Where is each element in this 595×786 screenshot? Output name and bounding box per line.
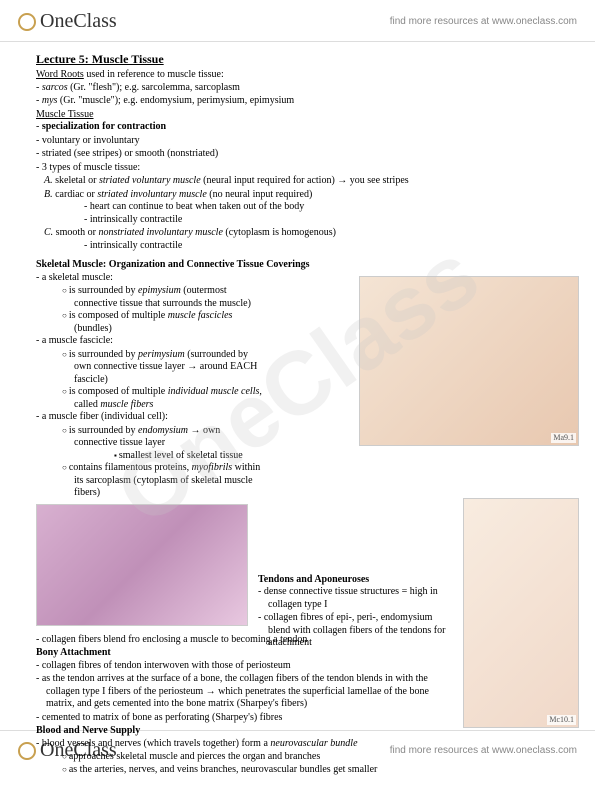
sub-list: intrinsically contractile xyxy=(58,240,567,253)
list-item: intrinsically contractile xyxy=(84,240,567,253)
root-term: sarcos xyxy=(42,82,68,93)
word-roots-block: Word Roots used in reference to muscle t… xyxy=(36,69,567,108)
list-item: 3 types of muscle tissue: xyxy=(36,162,567,175)
circ-list: is surrounded by perimysium (surrounded … xyxy=(36,349,266,412)
figure-label: Ma9.1 xyxy=(551,433,576,443)
list-item: is composed of multiple muscle fascicles… xyxy=(62,310,266,335)
bony-list: collagen fibres of tendon interwoven wit… xyxy=(36,660,456,725)
tendons-heading: Tendons and Aponeuroses xyxy=(258,574,448,587)
list-item: collagen fibres of epi-, peri-, endomysi… xyxy=(258,612,448,650)
list-item: C. smooth or nonstriated involuntary mus… xyxy=(36,227,567,252)
sub-list: heart can continue to beat when taken ou… xyxy=(58,201,567,226)
muscle-types-list: A. skeletal or striated voluntary muscle… xyxy=(36,175,567,252)
circ-list: is surrounded by endomysium → own connec… xyxy=(36,425,266,500)
tendons-sub: dense connective tissue structures = hig… xyxy=(258,586,448,650)
skeletal-heading: Skeletal Muscle: Organization and Connec… xyxy=(36,259,567,272)
logo-circle-icon xyxy=(18,13,36,31)
circ-list: is surrounded by epimysium (outermost co… xyxy=(36,285,266,335)
list-item: mys (Gr. "muscle"); e.g. endomysium, per… xyxy=(36,95,567,108)
list-item: as the tendon arrives at the surface of … xyxy=(36,673,456,711)
list-item: B. cardiac or striated involuntary muscl… xyxy=(36,189,567,227)
anatomy-figure: Ma9.1 xyxy=(359,276,579,446)
list-item: striated (see stripes) or smooth (nonstr… xyxy=(36,148,567,161)
list-item: intrinsically contractile xyxy=(84,214,567,227)
list-item: is surrounded by perimysium (surrounded … xyxy=(62,349,266,387)
root-term: mys xyxy=(42,95,58,106)
page-content: Lecture 5: Muscle Tissue Word Roots used… xyxy=(0,42,595,786)
list-item: approaches skeletal muscle and pierces t… xyxy=(62,751,456,764)
top-bar: OneClass find more resources at www.onec… xyxy=(0,0,595,42)
tendon-figure: Mc10.1 xyxy=(463,498,579,728)
root-gloss: (Gr. "flesh"); e.g. sarcolemma, sarcopla… xyxy=(68,82,240,93)
list-item: collagen fibres of tendon interwoven wit… xyxy=(36,660,456,673)
list-item: smallest level of skeletal tissue xyxy=(114,450,266,463)
list-item: voluntary or involuntary xyxy=(36,135,567,148)
brand-logo: OneClass xyxy=(18,10,117,33)
list-item: sarcos (Gr. "flesh"); e.g. sarcolemma, s… xyxy=(36,82,567,95)
list-item: cemented to matrix of bone as perforatin… xyxy=(36,712,456,725)
lecture-title: Lecture 5: Muscle Tissue xyxy=(36,52,567,67)
word-roots-intro: used in reference to muscle tissue: xyxy=(84,69,224,80)
histology-figure xyxy=(36,504,248,626)
muscle-tissue-heading: Muscle Tissue xyxy=(36,109,567,122)
list-item: is surrounded by endomysium → own connec… xyxy=(62,425,266,463)
word-roots-heading: Word Roots xyxy=(36,69,84,80)
list-item: blood vessels and nerves (which travels … xyxy=(36,738,456,751)
blood-circ: approaches skeletal muscle and pierces t… xyxy=(36,751,456,776)
list-item: is composed of multiple individual muscl… xyxy=(62,386,266,411)
list-item: contains filamentous proteins, myofibril… xyxy=(62,462,266,500)
list-item: heart can continue to beat when taken ou… xyxy=(84,201,567,214)
root-gloss: (Gr. "muscle"); e.g. endomysium, perimys… xyxy=(57,95,294,106)
brand-name: OneClass xyxy=(40,10,117,33)
blood-list: blood vessels and nerves (which travels … xyxy=(36,738,456,751)
word-roots-list: sarcos (Gr. "flesh"); e.g. sarcolemma, s… xyxy=(36,82,567,108)
list-item: is surrounded by epimysium (outermost co… xyxy=(62,285,266,310)
muscle-tissue-list: specialization for contraction voluntary… xyxy=(36,121,567,174)
tagline-top: find more resources at www.oneclass.com xyxy=(390,16,577,27)
list-item: dense connective tissue structures = hig… xyxy=(258,586,448,611)
list-item: A. skeletal or striated voluntary muscle… xyxy=(36,175,567,188)
figure-label: Mc10.1 xyxy=(547,715,576,725)
list-item: specialization for contraction xyxy=(36,121,567,134)
square-list: smallest level of skeletal tissue xyxy=(74,450,266,463)
